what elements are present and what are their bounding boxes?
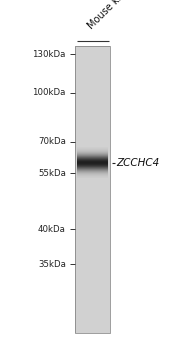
Bar	[75, 46, 110, 332]
Text: 55kDa: 55kDa	[38, 169, 66, 178]
Text: ZCCHC4: ZCCHC4	[117, 158, 160, 168]
Text: 100kDa: 100kDa	[32, 88, 66, 97]
Text: 70kDa: 70kDa	[38, 137, 66, 146]
Text: 40kDa: 40kDa	[38, 225, 66, 234]
Text: 35kDa: 35kDa	[38, 260, 66, 269]
Text: Mouse kidney: Mouse kidney	[86, 0, 141, 32]
Text: 130kDa: 130kDa	[32, 50, 66, 59]
Bar	[75, 46, 110, 332]
